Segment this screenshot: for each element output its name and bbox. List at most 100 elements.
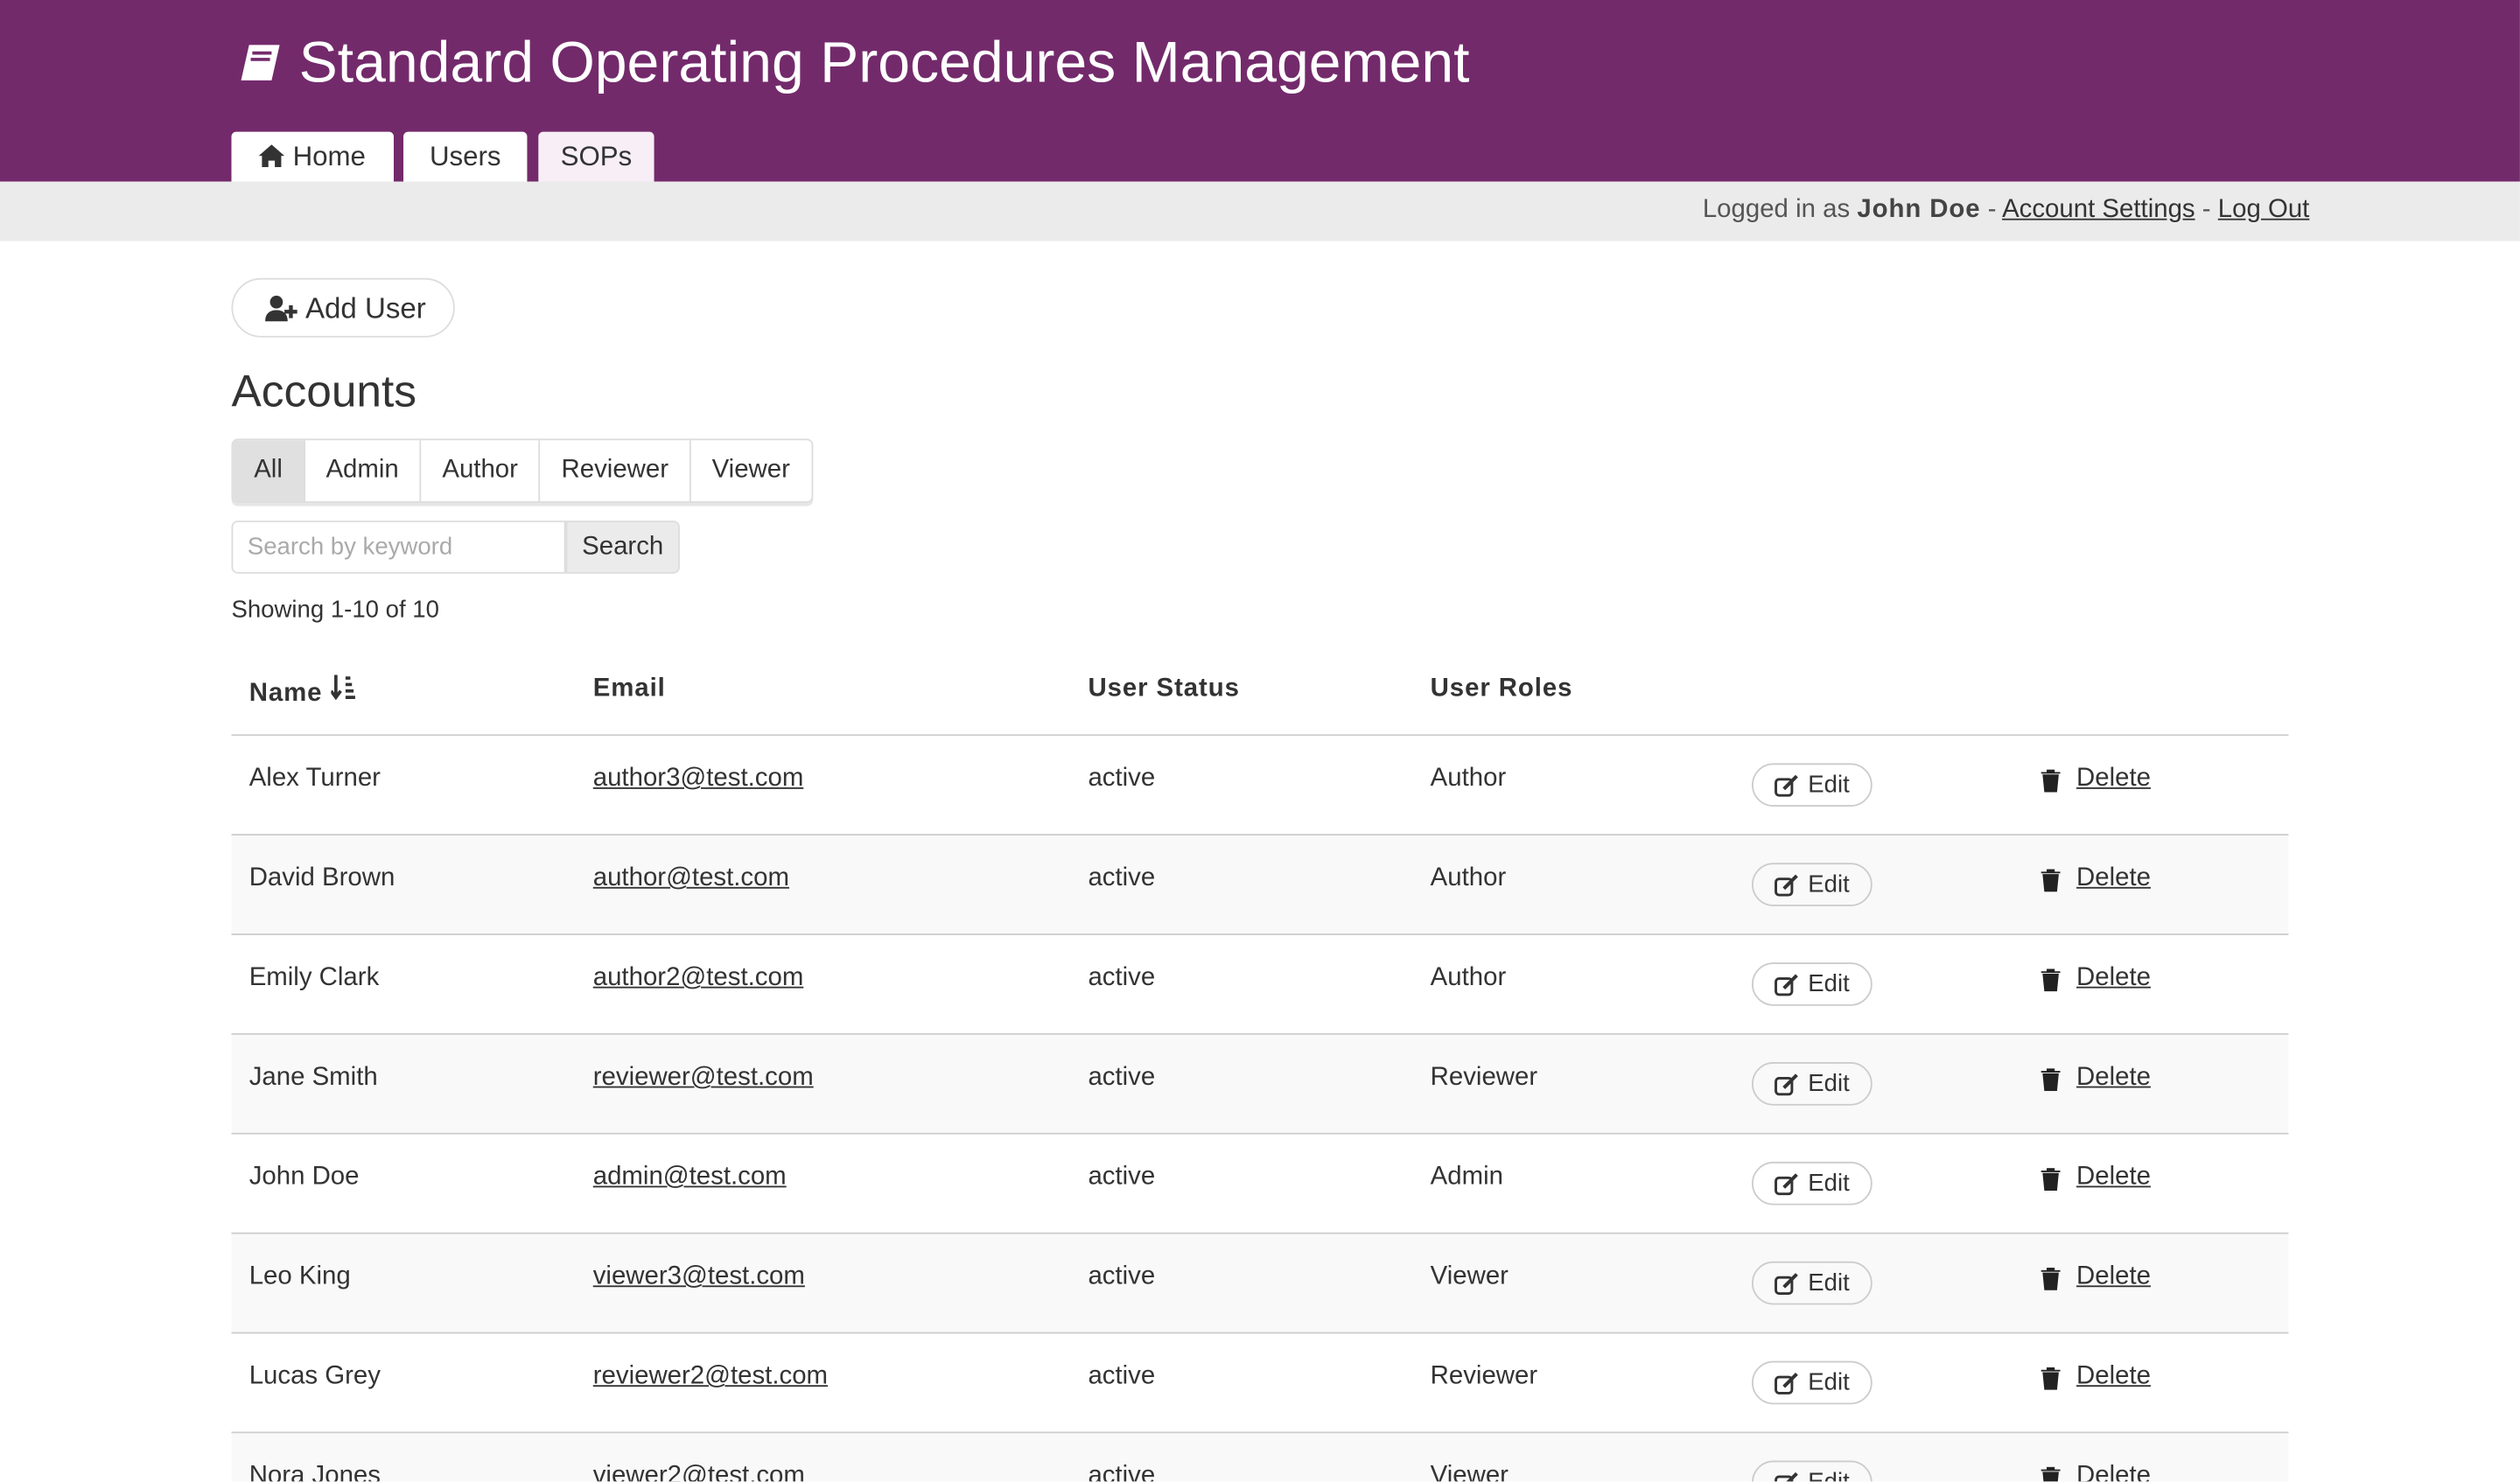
delete-link[interactable]: Delete [2076, 1362, 2151, 1390]
email-link[interactable]: admin@test.com [592, 1163, 787, 1191]
edit-icon [1774, 1173, 1798, 1196]
edit-label: Edit [1808, 1462, 1849, 1482]
edit-button[interactable]: Edit [1752, 1460, 1872, 1482]
table-cell: Reviewer [1430, 1063, 1538, 1092]
trash-icon [2040, 968, 2061, 992]
edit-button[interactable]: Edit [1752, 1360, 1872, 1405]
edit-button[interactable]: Edit [1752, 1161, 1872, 1206]
nav-tab-label: Home [292, 141, 366, 172]
delete-link[interactable]: Delete [2076, 1163, 2151, 1191]
delete-link[interactable]: Delete [2076, 1462, 2151, 1482]
edit-icon [1774, 1073, 1798, 1096]
filter-button[interactable]: All [233, 440, 305, 502]
logged-in-prefix: Logged in as [1702, 196, 1851, 224]
separator: - [2202, 196, 2211, 224]
trash-icon [2040, 1067, 2061, 1092]
table-row [231, 1433, 2289, 1482]
table-cell: active [1088, 1362, 1156, 1390]
delete-icon-wrap [2040, 868, 2061, 892]
delete-link[interactable]: Delete [2076, 864, 2151, 892]
edit-label: Edit [1808, 870, 1850, 898]
table-cell: active [1088, 1262, 1156, 1290]
table-cell: active [1088, 964, 1156, 992]
search-input[interactable]: Search by keyword [231, 521, 566, 574]
edit-label: Edit [1808, 1070, 1850, 1098]
trash-icon [2040, 768, 2061, 793]
nav-tab-label: SOPs [560, 141, 633, 172]
edit-label: Edit [1808, 1269, 1850, 1297]
delete-icon-wrap [2040, 1167, 2061, 1191]
table-cell: Viewer [1430, 1262, 1508, 1290]
role-filter: All Admin Author Reviewer Viewer [231, 438, 813, 503]
edit-label: Edit [1808, 771, 1850, 799]
filter-button[interactable]: Viewer [711, 456, 790, 484]
delete-icon-wrap [2040, 768, 2061, 793]
nav-tab[interactable]: Users [403, 131, 528, 182]
edit-button[interactable]: Edit [1752, 763, 1872, 807]
filter-button[interactable]: Reviewer [541, 440, 691, 502]
table-cell: Emily Clark [248, 964, 380, 992]
trash-icon [2040, 1465, 2061, 1482]
table-row [231, 736, 2289, 836]
nav-tab-label: Users [429, 141, 501, 172]
delete-icon-wrap [2040, 1367, 2061, 1390]
delete-icon-wrap [2040, 1267, 2061, 1290]
app-title: Standard Operating Procedures Management [298, 29, 1470, 95]
table-cell: active [1088, 1462, 1156, 1482]
edit-icon [1774, 1273, 1798, 1296]
trash-icon [2040, 1367, 2061, 1390]
email-link[interactable]: author3@test.com [592, 765, 804, 793]
book-icon [241, 45, 280, 80]
edit-button[interactable]: Edit [1752, 1261, 1872, 1305]
table-cell: active [1088, 864, 1156, 892]
settings-link[interactable]: Account Settings [2002, 196, 2195, 224]
sort-icon [329, 675, 355, 701]
table-cell: Admin [1430, 1163, 1503, 1191]
table-cell: Reviewer [1430, 1362, 1538, 1390]
account-info: Logged in as John Doe - Account Settings… [1703, 196, 2309, 225]
filter-button[interactable]: Author [421, 440, 541, 502]
add-user-label: Add User [304, 292, 426, 325]
logout-link[interactable]: Log Out [2217, 196, 2310, 224]
table-row [231, 934, 2289, 1035]
add-user-button[interactable]: Add User [231, 277, 455, 338]
edit-button[interactable]: Edit [1752, 863, 1872, 906]
table-cell: Nora Jones [248, 1462, 381, 1482]
email-link[interactable]: reviewer@test.com [592, 1063, 814, 1092]
separator: - [1987, 196, 1997, 224]
home-icon [259, 144, 285, 168]
edit-button[interactable]: Edit [1752, 962, 1872, 1006]
email-link[interactable]: reviewer2@test.com [592, 1362, 829, 1390]
email-link[interactable]: author2@test.com [592, 964, 804, 992]
table-row [231, 1134, 2289, 1234]
email-link[interactable]: viewer2@test.com [592, 1462, 805, 1482]
nav-tab[interactable]: SOPs [538, 131, 654, 182]
table-cell: active [1088, 765, 1156, 793]
delete-link[interactable]: Delete [2076, 1063, 2151, 1092]
edit-icon [1774, 974, 1798, 996]
delete-link[interactable]: Delete [2076, 964, 2151, 992]
table-rule [231, 734, 2289, 737]
table-cell: Leo King [248, 1262, 351, 1290]
filter-button[interactable]: Admin [305, 440, 422, 502]
edit-icon [1774, 1372, 1798, 1395]
nav-tab[interactable]: Home [231, 131, 394, 182]
email-link[interactable]: viewer3@test.com [592, 1262, 805, 1290]
result-count: Showing 1-10 of 10 [231, 596, 439, 624]
edit-button[interactable]: Edit [1752, 1062, 1872, 1106]
delete-icon-wrap [2040, 968, 2061, 992]
delete-link[interactable]: Delete [2076, 765, 2151, 793]
add-user-icon [265, 295, 298, 322]
table-row [231, 1333, 2289, 1434]
email-link[interactable]: author@test.com [592, 864, 789, 892]
search-button[interactable]: Search [565, 521, 680, 574]
table-row [231, 835, 2289, 935]
column-header[interactable]: Name [249, 675, 356, 709]
column-header: User Roles [1430, 675, 1573, 703]
edit-icon [1774, 874, 1798, 897]
delete-link[interactable]: Delete [2076, 1262, 2151, 1290]
trash-icon [2040, 868, 2061, 892]
table-cell: Lucas Grey [248, 1362, 381, 1390]
